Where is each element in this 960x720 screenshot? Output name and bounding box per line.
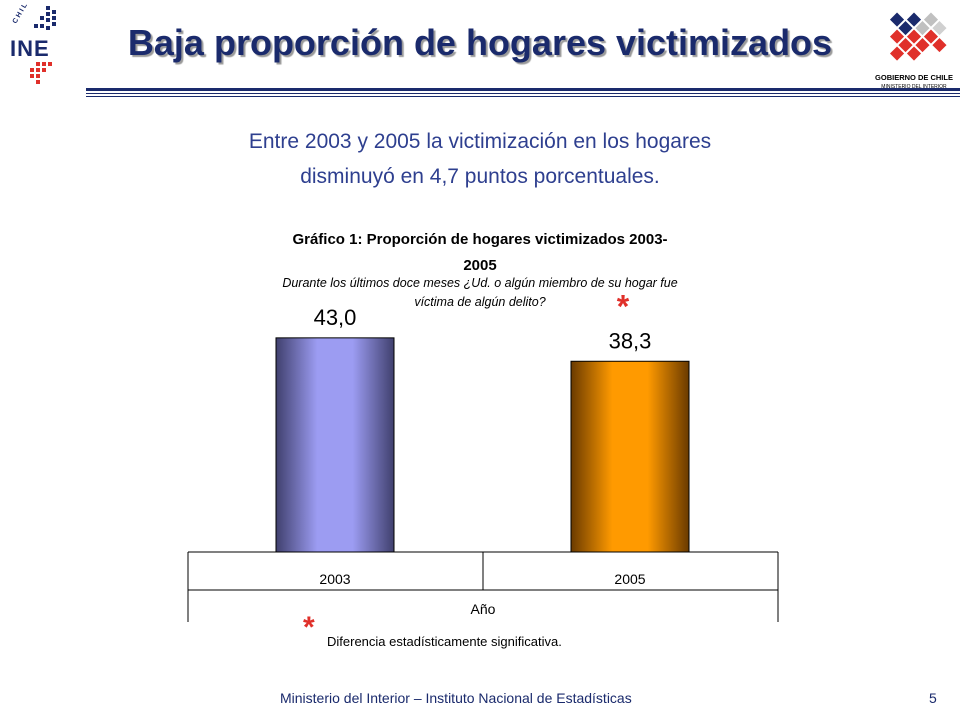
header-rule (86, 88, 960, 91)
tick-label-2005: 2005 (614, 571, 645, 587)
significance-note: Diferencia estadísticamente significativ… (327, 634, 562, 649)
footer-text: Ministerio del Interior – Instituto Naci… (280, 690, 632, 706)
gobierno-logo-line2: MINISTERIO DEL INTERIOR (881, 84, 947, 90)
ine-logo-text: INE (10, 36, 50, 61)
header-rule (86, 93, 960, 94)
chart-subtitle-line: víctima de algún delito? (414, 295, 546, 309)
bar-2003 (275, 337, 395, 553)
header-rule (86, 96, 960, 97)
bar-2005 (570, 360, 690, 553)
chart-title-line: 2005 (463, 257, 497, 274)
chart-subtitle-line: Durante los últimos doce meses ¿Ud. o al… (282, 276, 678, 290)
chart-title: Gráfico 1: Proporción de hogares victimi… (230, 227, 730, 279)
data-label-2005: 38,3 (609, 328, 652, 353)
significance-star-2005: * (617, 288, 630, 324)
data-label-2003: 43,0 (314, 305, 357, 330)
gobierno-de-chile-logo-icon: GOBIERNO DE CHILE MINISTERIO DEL INTERIO… (872, 4, 956, 90)
gobierno-logo-line1: GOBIERNO DE CHILE (875, 73, 953, 82)
chart-subtitle: Durante los últimos doce meses ¿Ud. o al… (230, 274, 730, 312)
subtitle-line: Entre 2003 y 2005 la victimización en lo… (248, 130, 712, 153)
chart-title-line: Gráfico 1: Proporción de hogares victimi… (292, 231, 668, 248)
page-title: Baja proporción de hogares victimizados (127, 22, 833, 63)
subtitle-line: disminuyó en 4,7 puntos porcentuales. (300, 165, 660, 188)
page-number: 5 (929, 690, 937, 706)
significance-note-star: * (303, 611, 315, 644)
x-axis-label: Año (471, 601, 496, 617)
tick-label-2003: 2003 (319, 571, 350, 587)
ine-logo-icon: C H I L E INE (6, 0, 86, 88)
slide-subtitle: Entre 2003 y 2005 la victimización en lo… (120, 124, 840, 194)
